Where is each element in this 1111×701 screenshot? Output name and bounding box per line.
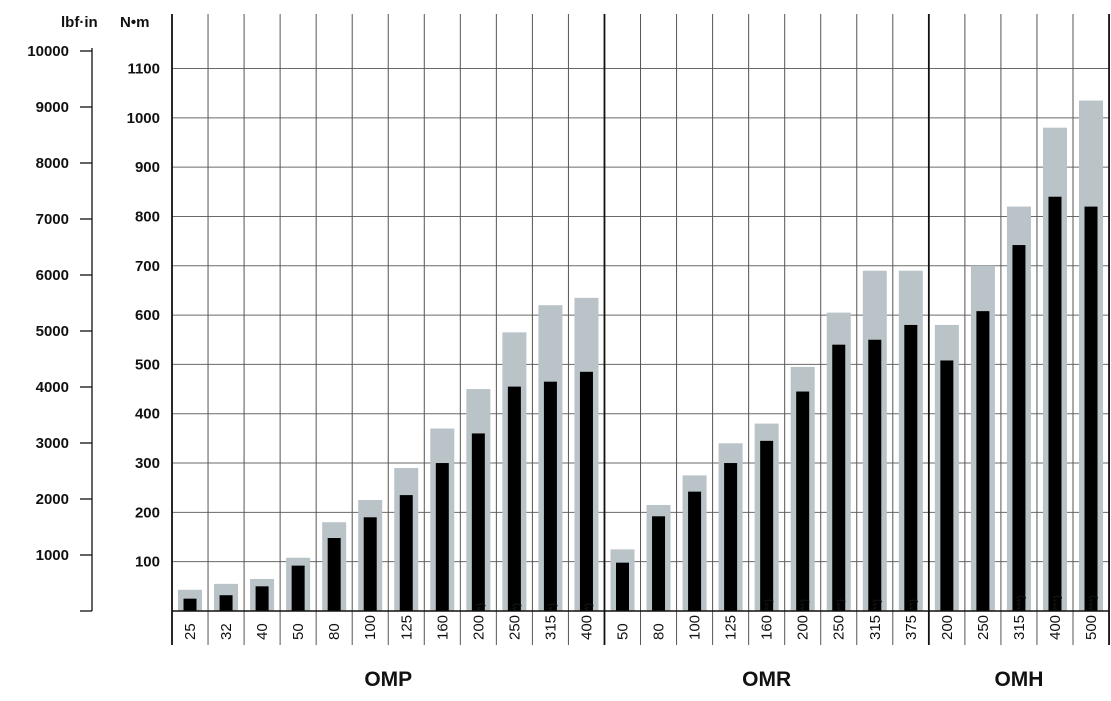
category-label: 400 [1047, 615, 1064, 640]
lbfin-tick-label: 8000 [36, 155, 69, 172]
category-label: 125 [398, 615, 415, 640]
bar [688, 491, 702, 611]
bar [940, 360, 954, 611]
bar [1012, 245, 1026, 612]
lbfin-tick-label: 5000 [36, 323, 69, 340]
category-note: *) [475, 603, 486, 610]
bar [579, 371, 593, 611]
nm-tick-label: 500 [135, 356, 160, 373]
lbfin-tick-label: 2000 [36, 491, 69, 508]
nm-unit-label: N•m [120, 14, 149, 31]
category-note: **) [908, 599, 919, 610]
category-note: ***) [1088, 595, 1099, 610]
bar [255, 586, 269, 611]
category-label: 50 [290, 623, 307, 640]
bar [1048, 196, 1062, 611]
category-label: 125 [723, 615, 740, 640]
bar [291, 565, 305, 611]
nm-tick-label: 800 [135, 208, 160, 225]
category-label: 250 [831, 615, 848, 640]
lbfin-tick-label: 1000 [36, 547, 69, 564]
nm-tick-label: 900 [135, 159, 160, 176]
category-label: 32 [218, 623, 235, 640]
category-label: 375 [903, 615, 920, 640]
bar [507, 386, 521, 611]
category-note: **) [764, 599, 775, 610]
category-label: 250 [506, 615, 523, 640]
chart-bars [178, 100, 1104, 612]
chart-axes [80, 48, 1109, 612]
bar [832, 344, 846, 611]
category-label: 315 [542, 615, 559, 640]
bar [435, 463, 449, 611]
bar [183, 598, 197, 611]
bar [399, 495, 413, 611]
chart-grid [171, 14, 1110, 645]
category-label: 200 [795, 615, 812, 640]
category-note: ***) [1052, 595, 1063, 610]
bar [760, 440, 774, 611]
category-label: 250 [975, 615, 992, 640]
bar [327, 538, 341, 611]
chart-labels: 1000 2000 3000 4000 5000 6000 7000 8000 9000 1000… [27, 14, 1100, 691]
category-label: 315 [867, 615, 884, 640]
category-note: *) [511, 603, 522, 610]
lbfin-unit-label: lbf·in [61, 14, 98, 31]
bar [724, 463, 738, 611]
nm-tick-label: 1000 [127, 110, 160, 127]
nm-tick-label: 300 [135, 455, 160, 472]
category-label: 50 [615, 623, 632, 640]
category-label: 80 [326, 623, 343, 640]
category-label: 160 [759, 615, 776, 640]
nm-tick-label: 600 [135, 307, 160, 324]
nm-tick-label: 400 [135, 406, 160, 423]
lbfin-tick-label: 3000 [36, 435, 69, 452]
category-label: 40 [254, 623, 271, 640]
group-label: OMR [742, 668, 791, 691]
lbfin-tick-label: 7000 [36, 211, 69, 228]
bar [363, 517, 377, 611]
category-label: 100 [687, 615, 704, 640]
nm-tick-label: 700 [135, 258, 160, 275]
bar [652, 516, 666, 611]
category-label: 25 [182, 623, 199, 640]
category-note: **) [800, 599, 811, 610]
lbfin-tick-label: 9000 [36, 99, 69, 116]
bar [219, 595, 233, 611]
bar [471, 433, 485, 611]
category-label: 315 [1011, 615, 1028, 640]
bar [904, 324, 918, 611]
nm-tick-label: 200 [135, 504, 160, 521]
bar [616, 562, 629, 611]
bar [868, 339, 882, 611]
bar [1084, 206, 1098, 611]
category-label: 160 [434, 615, 451, 640]
bar [976, 311, 990, 611]
category-label: 400 [578, 615, 595, 640]
category-label: 80 [651, 623, 668, 640]
category-label: 100 [362, 615, 379, 640]
category-label: 500 [1083, 615, 1100, 640]
category-note: *) [547, 603, 558, 610]
category-label: 200 [470, 615, 487, 640]
nm-tick-label: 100 [135, 554, 160, 571]
bar [543, 381, 557, 611]
category-note: *) [583, 603, 594, 610]
nm-tick-label: 1100 [127, 61, 160, 78]
category-note: **) [872, 599, 883, 610]
group-label: OMP [364, 668, 412, 691]
lbfin-tick-label: 4000 [36, 379, 69, 396]
category-label: 200 [939, 615, 956, 640]
category-note: ***) [1016, 595, 1027, 610]
category-note: **) [836, 599, 847, 610]
lbfin-tick-label: 10000 [27, 43, 69, 60]
bar [796, 391, 810, 611]
group-label: OMH [994, 668, 1043, 691]
lbfin-tick-label: 6000 [36, 267, 69, 284]
